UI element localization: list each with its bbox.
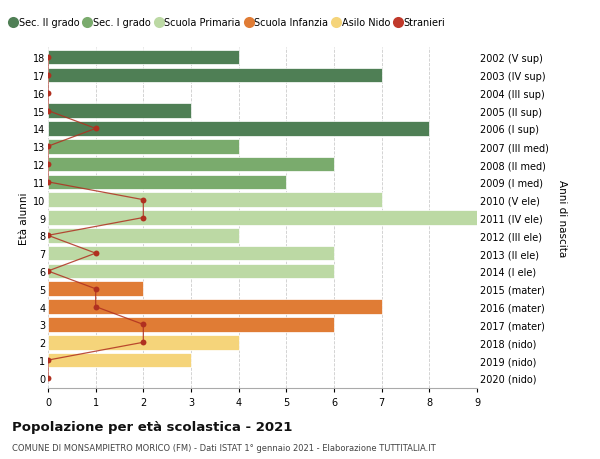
Bar (48, 246, 334, 261)
Bar (48, 68, 382, 83)
Point (43, 90, 53, 97)
Legend: Sec. II grado, Sec. I grado, Scuola Primaria, Scuola Infanzia, Asilo Nido, Stran: Sec. II grado, Sec. I grado, Scuola Prim… (7, 14, 449, 32)
Point (43, 108, 53, 115)
Bar (48, 318, 334, 332)
Point (139, 339, 148, 346)
Point (91, 125, 100, 133)
Point (139, 214, 148, 222)
Bar (48, 211, 477, 225)
Bar (48, 335, 239, 350)
Point (43, 268, 53, 275)
Point (43, 72, 53, 79)
Y-axis label: Anni di nascita: Anni di nascita (557, 179, 567, 257)
Point (43, 375, 53, 382)
Point (91, 285, 100, 293)
Bar (48, 193, 382, 207)
Point (43, 357, 53, 364)
Point (91, 250, 100, 257)
Text: Popolazione per età scolastica - 2021: Popolazione per età scolastica - 2021 (12, 420, 292, 433)
Point (139, 196, 148, 204)
Bar (48, 122, 430, 136)
Bar (48, 50, 239, 65)
Y-axis label: Età alunni: Età alunni (19, 192, 29, 244)
Bar (48, 229, 239, 243)
Bar (48, 140, 239, 154)
Bar (48, 300, 382, 314)
Point (43, 161, 53, 168)
Point (139, 321, 148, 328)
Bar (48, 157, 334, 172)
Point (43, 179, 53, 186)
Bar (48, 264, 334, 279)
Point (91, 303, 100, 311)
Bar (48, 353, 191, 368)
Point (43, 54, 53, 62)
Bar (48, 282, 143, 297)
Point (43, 232, 53, 240)
Bar (48, 175, 286, 190)
Bar (48, 104, 191, 118)
Point (43, 143, 53, 151)
Text: COMUNE DI MONSAMPIETRO MORICO (FM) - Dati ISTAT 1° gennaio 2021 - Elaborazione T: COMUNE DI MONSAMPIETRO MORICO (FM) - Dat… (12, 443, 436, 452)
